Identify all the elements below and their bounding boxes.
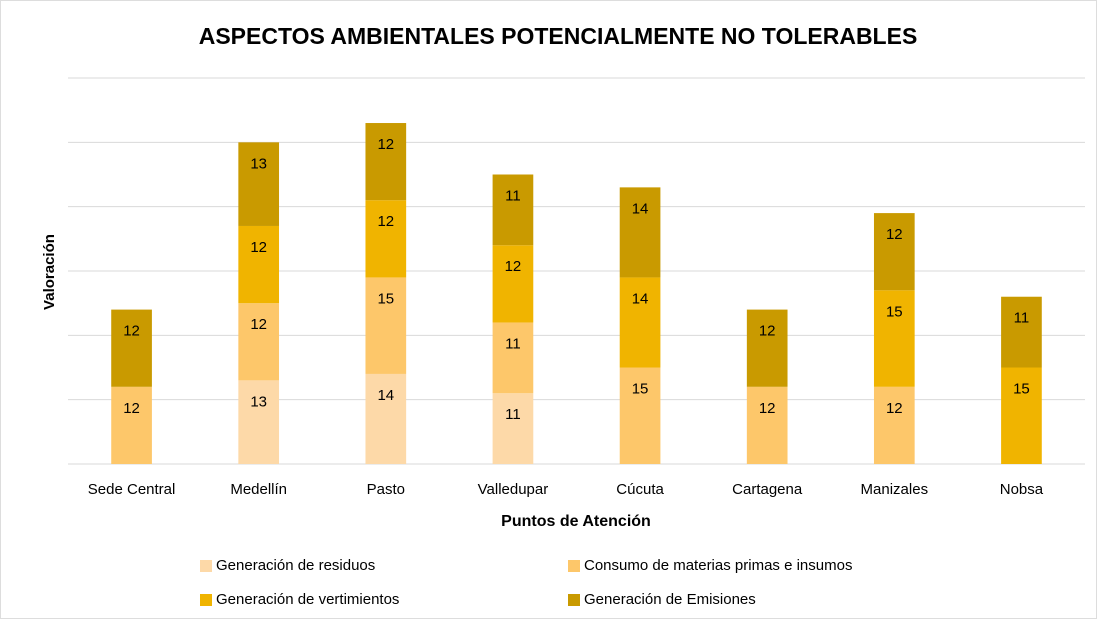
bar-segment	[111, 309, 152, 387]
legend-swatch	[568, 594, 580, 606]
bar-segment	[873, 290, 915, 387]
data-label: 14	[632, 200, 649, 217]
bar-segment	[1001, 367, 1042, 464]
data-label: 12	[123, 400, 140, 417]
bar-segment	[365, 200, 407, 278]
data-label: 15	[1013, 380, 1030, 397]
x-tick-label: Pasto	[367, 481, 405, 498]
bar-segment	[238, 303, 280, 381]
bar-segment	[238, 142, 280, 226]
x-tick-label: Valledupar	[478, 481, 549, 498]
data-label: 11	[1014, 310, 1030, 327]
legend-swatch	[200, 560, 212, 572]
legend-swatch	[200, 594, 212, 606]
data-label: 15	[632, 380, 649, 397]
data-label: 12	[759, 323, 776, 340]
bar-segment	[492, 322, 534, 394]
data-label: 12	[123, 323, 140, 340]
x-tick-label: Cartagena	[732, 481, 803, 498]
data-label: 14	[632, 290, 649, 307]
x-tick-label: Medellín	[230, 481, 287, 498]
legend-label: Consumo de materias primas e insumos	[584, 557, 852, 574]
bar-segment	[365, 123, 407, 201]
bar-segment	[619, 367, 661, 464]
bar-segment	[238, 380, 280, 464]
data-label: 12	[377, 136, 394, 153]
data-label: 15	[377, 290, 394, 307]
x-tick-label: Nobsa	[1000, 481, 1044, 498]
data-label: 11	[505, 406, 521, 423]
legend-label: Generación de residuos	[216, 557, 375, 574]
bar-segment	[873, 386, 915, 464]
bar-segment	[238, 225, 280, 304]
legend-swatch	[568, 560, 580, 572]
data-label: 12	[505, 258, 522, 275]
x-tick-label: Cúcuta	[616, 481, 664, 498]
data-label: 12	[886, 400, 903, 417]
data-label: 13	[250, 155, 267, 172]
bar-segment	[619, 277, 661, 368]
data-label: 12	[250, 316, 267, 333]
bar-segment	[1001, 296, 1042, 368]
data-label: 12	[886, 226, 903, 243]
bar-segment	[111, 386, 152, 464]
bar-segment	[365, 373, 407, 464]
bar-segment	[492, 245, 534, 323]
data-label: 11	[505, 335, 521, 352]
legend-label: Generación de vertimientos	[216, 591, 399, 608]
bar-segment	[746, 309, 788, 387]
data-label: 12	[250, 239, 267, 256]
bar-segment	[492, 174, 534, 246]
y-axis-title: Valoración	[41, 234, 58, 310]
bar-segment	[746, 386, 788, 464]
data-label: 14	[377, 387, 394, 404]
data-label: 11	[505, 187, 521, 204]
legend-label: Generación de Emisiones	[584, 591, 756, 608]
bar-segment	[873, 213, 915, 291]
x-tick-label: Manizales	[861, 481, 929, 498]
x-axis-title: Puntos de Atención	[501, 513, 651, 530]
bar-segment	[365, 277, 407, 374]
data-label: 12	[377, 213, 394, 230]
bar-segment	[619, 187, 661, 278]
data-label: 13	[250, 393, 267, 410]
chart-title: ASPECTOS AMBIENTALES POTENCIALMENTE NO T…	[199, 23, 918, 49]
data-label: 12	[759, 400, 776, 417]
bar-segment	[492, 393, 534, 464]
data-label: 15	[886, 303, 903, 320]
x-tick-label: Sede Central	[88, 481, 176, 498]
